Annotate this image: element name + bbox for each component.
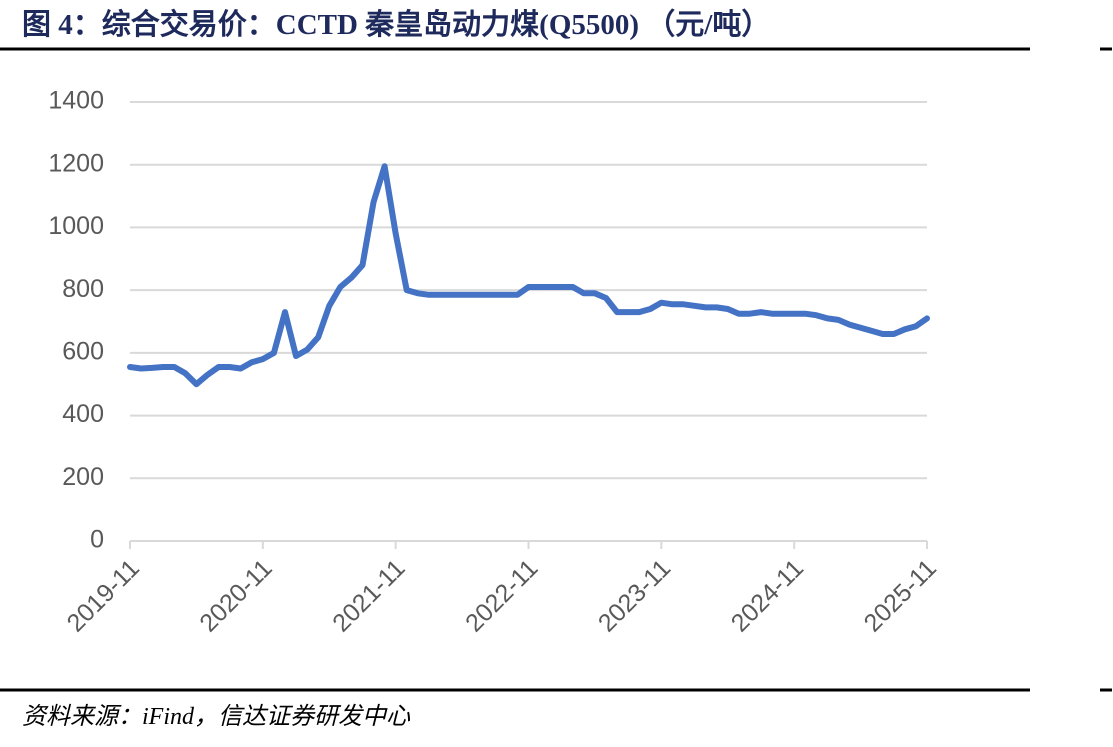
x-tick-label: 2020-11 [194, 554, 277, 637]
chart-title: 图 4：综合交易价：CCTD 秦皇岛动力煤(Q5500) （元/吨） [22, 7, 770, 41]
y-tick-label: 200 [62, 463, 104, 491]
y-tick-label: 1200 [48, 149, 104, 177]
source-note: 资料来源：iFind，信达证券研发中心 [22, 703, 411, 730]
y-tick-label: 600 [62, 337, 104, 365]
y-tick-label: 1400 [48, 87, 104, 115]
x-tick-label: 2023-11 [593, 554, 676, 637]
y-tick-label: 400 [62, 400, 104, 428]
x-tick-label: 2021-11 [327, 554, 410, 637]
y-tick-label: 1000 [48, 212, 104, 240]
x-tick-label: 2022-11 [460, 554, 543, 637]
x-tick-label: 2024-11 [726, 554, 809, 637]
x-tick-label: 2025-11 [859, 554, 942, 637]
y-tick-label: 800 [62, 275, 104, 303]
y-tick-label: 0 [90, 526, 104, 554]
x-tick-label: 2019-11 [62, 554, 145, 637]
data-line [127, 163, 930, 388]
